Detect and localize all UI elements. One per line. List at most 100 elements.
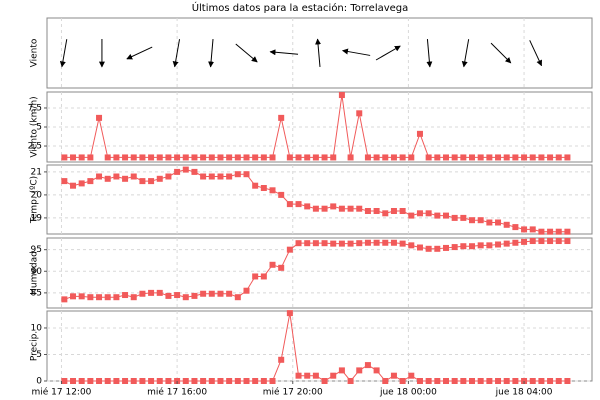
point: [503, 240, 510, 247]
point: [260, 185, 267, 191]
y-axis-label: Viento (km/h): [30, 96, 40, 157]
point: [512, 154, 519, 161]
point: [96, 114, 103, 121]
point: [113, 173, 120, 180]
point: [61, 178, 68, 185]
point: [70, 154, 77, 161]
point: [113, 154, 120, 161]
point: [356, 240, 363, 247]
point: [364, 154, 371, 161]
point: [321, 205, 328, 212]
point: [416, 244, 423, 251]
point: [564, 228, 571, 235]
wind-arrow: [341, 48, 371, 56]
point: [529, 226, 536, 233]
wind-arrow: [208, 39, 215, 68]
point: [312, 240, 319, 247]
point: [96, 378, 103, 384]
y-tick-label: 5: [36, 350, 42, 360]
point: [477, 217, 484, 224]
point: [451, 378, 458, 384]
point: [356, 367, 363, 374]
point: [200, 378, 207, 384]
point: [521, 154, 528, 161]
point: [321, 154, 328, 161]
point: [243, 378, 250, 384]
point: [252, 154, 259, 161]
point: [182, 166, 189, 173]
point: [234, 154, 241, 161]
point: [521, 226, 528, 233]
point: [269, 261, 276, 268]
panel: [46, 237, 593, 309]
point: [503, 221, 510, 228]
point: [243, 154, 250, 161]
point: [165, 378, 172, 384]
point: [434, 245, 441, 252]
point: [295, 154, 302, 161]
point: [477, 154, 484, 161]
point: [538, 154, 545, 161]
point: [503, 154, 510, 161]
point: [234, 378, 241, 384]
point: [208, 290, 215, 297]
point: [564, 378, 571, 384]
point: [399, 378, 406, 384]
point: [243, 287, 250, 294]
point: [252, 273, 259, 280]
point: [208, 154, 215, 161]
wind-arrow: [235, 43, 258, 63]
point: [330, 240, 337, 247]
point: [78, 378, 85, 384]
point: [70, 293, 77, 300]
y-tick-label: 20: [31, 190, 43, 200]
point: [260, 273, 267, 280]
point: [373, 208, 380, 214]
point: [373, 154, 380, 161]
point: [61, 154, 68, 161]
point: [208, 173, 215, 180]
point: [174, 168, 181, 175]
point: [529, 238, 536, 245]
point: [408, 212, 415, 219]
point: [304, 154, 311, 161]
point: [87, 178, 94, 185]
y-axis-label: Viento: [30, 38, 40, 67]
y-tick-label: 90: [31, 267, 43, 277]
point: [425, 154, 432, 161]
point: [278, 191, 285, 198]
point: [347, 154, 354, 161]
point: [148, 154, 155, 161]
point: [234, 171, 241, 178]
point: [208, 378, 215, 384]
point: [295, 372, 302, 379]
point: [321, 378, 328, 384]
point: [295, 240, 302, 247]
point: [434, 378, 441, 384]
point: [122, 154, 129, 161]
y-axis-label: Precip.: [30, 331, 40, 361]
y-tick-label: 2,5: [28, 142, 42, 152]
point: [338, 205, 345, 212]
point: [356, 110, 363, 117]
x-tick-label: mié 17 20:00: [263, 387, 323, 398]
point: [416, 210, 423, 217]
point: [538, 238, 545, 245]
point: [529, 378, 536, 384]
point: [503, 378, 510, 384]
point: [156, 289, 163, 296]
point: [217, 378, 224, 384]
point: [538, 378, 545, 384]
point: [547, 154, 554, 161]
point: [312, 372, 319, 379]
point: [330, 154, 337, 161]
point: [217, 154, 224, 161]
point: [148, 289, 155, 296]
y-tick-label: 21: [31, 167, 42, 177]
x-tick-label: jue 18 04:00: [495, 388, 553, 398]
point: [104, 154, 111, 161]
point: [451, 244, 458, 251]
point: [226, 290, 233, 297]
point: [555, 238, 562, 245]
